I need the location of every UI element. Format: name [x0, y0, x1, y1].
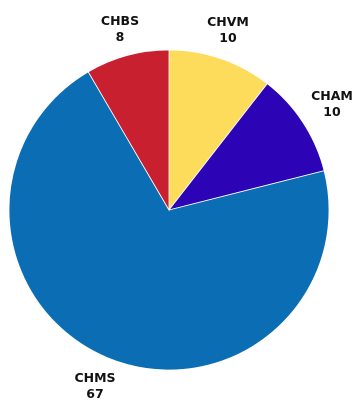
pie-slice-chbs: [87, 49, 170, 212]
slice-label-chvm: CHVM: [207, 14, 249, 29]
pie-slices: [8, 49, 330, 371]
slice-value-chvm: 10: [219, 30, 237, 45]
slice-label-chbs: CHBS: [101, 13, 139, 28]
slice-value-chms: 67: [86, 386, 103, 401]
pie-slice-chvm: [168, 49, 268, 212]
pie-slice-cham: [167, 83, 325, 211]
slice-label-chms: CHMS: [74, 370, 115, 385]
slice-value-chbs: 8: [116, 29, 125, 44]
pie-slice-chms: [8, 71, 330, 371]
slice-value-cham: 10: [323, 104, 341, 119]
slice-label-cham: CHAM: [311, 88, 353, 103]
